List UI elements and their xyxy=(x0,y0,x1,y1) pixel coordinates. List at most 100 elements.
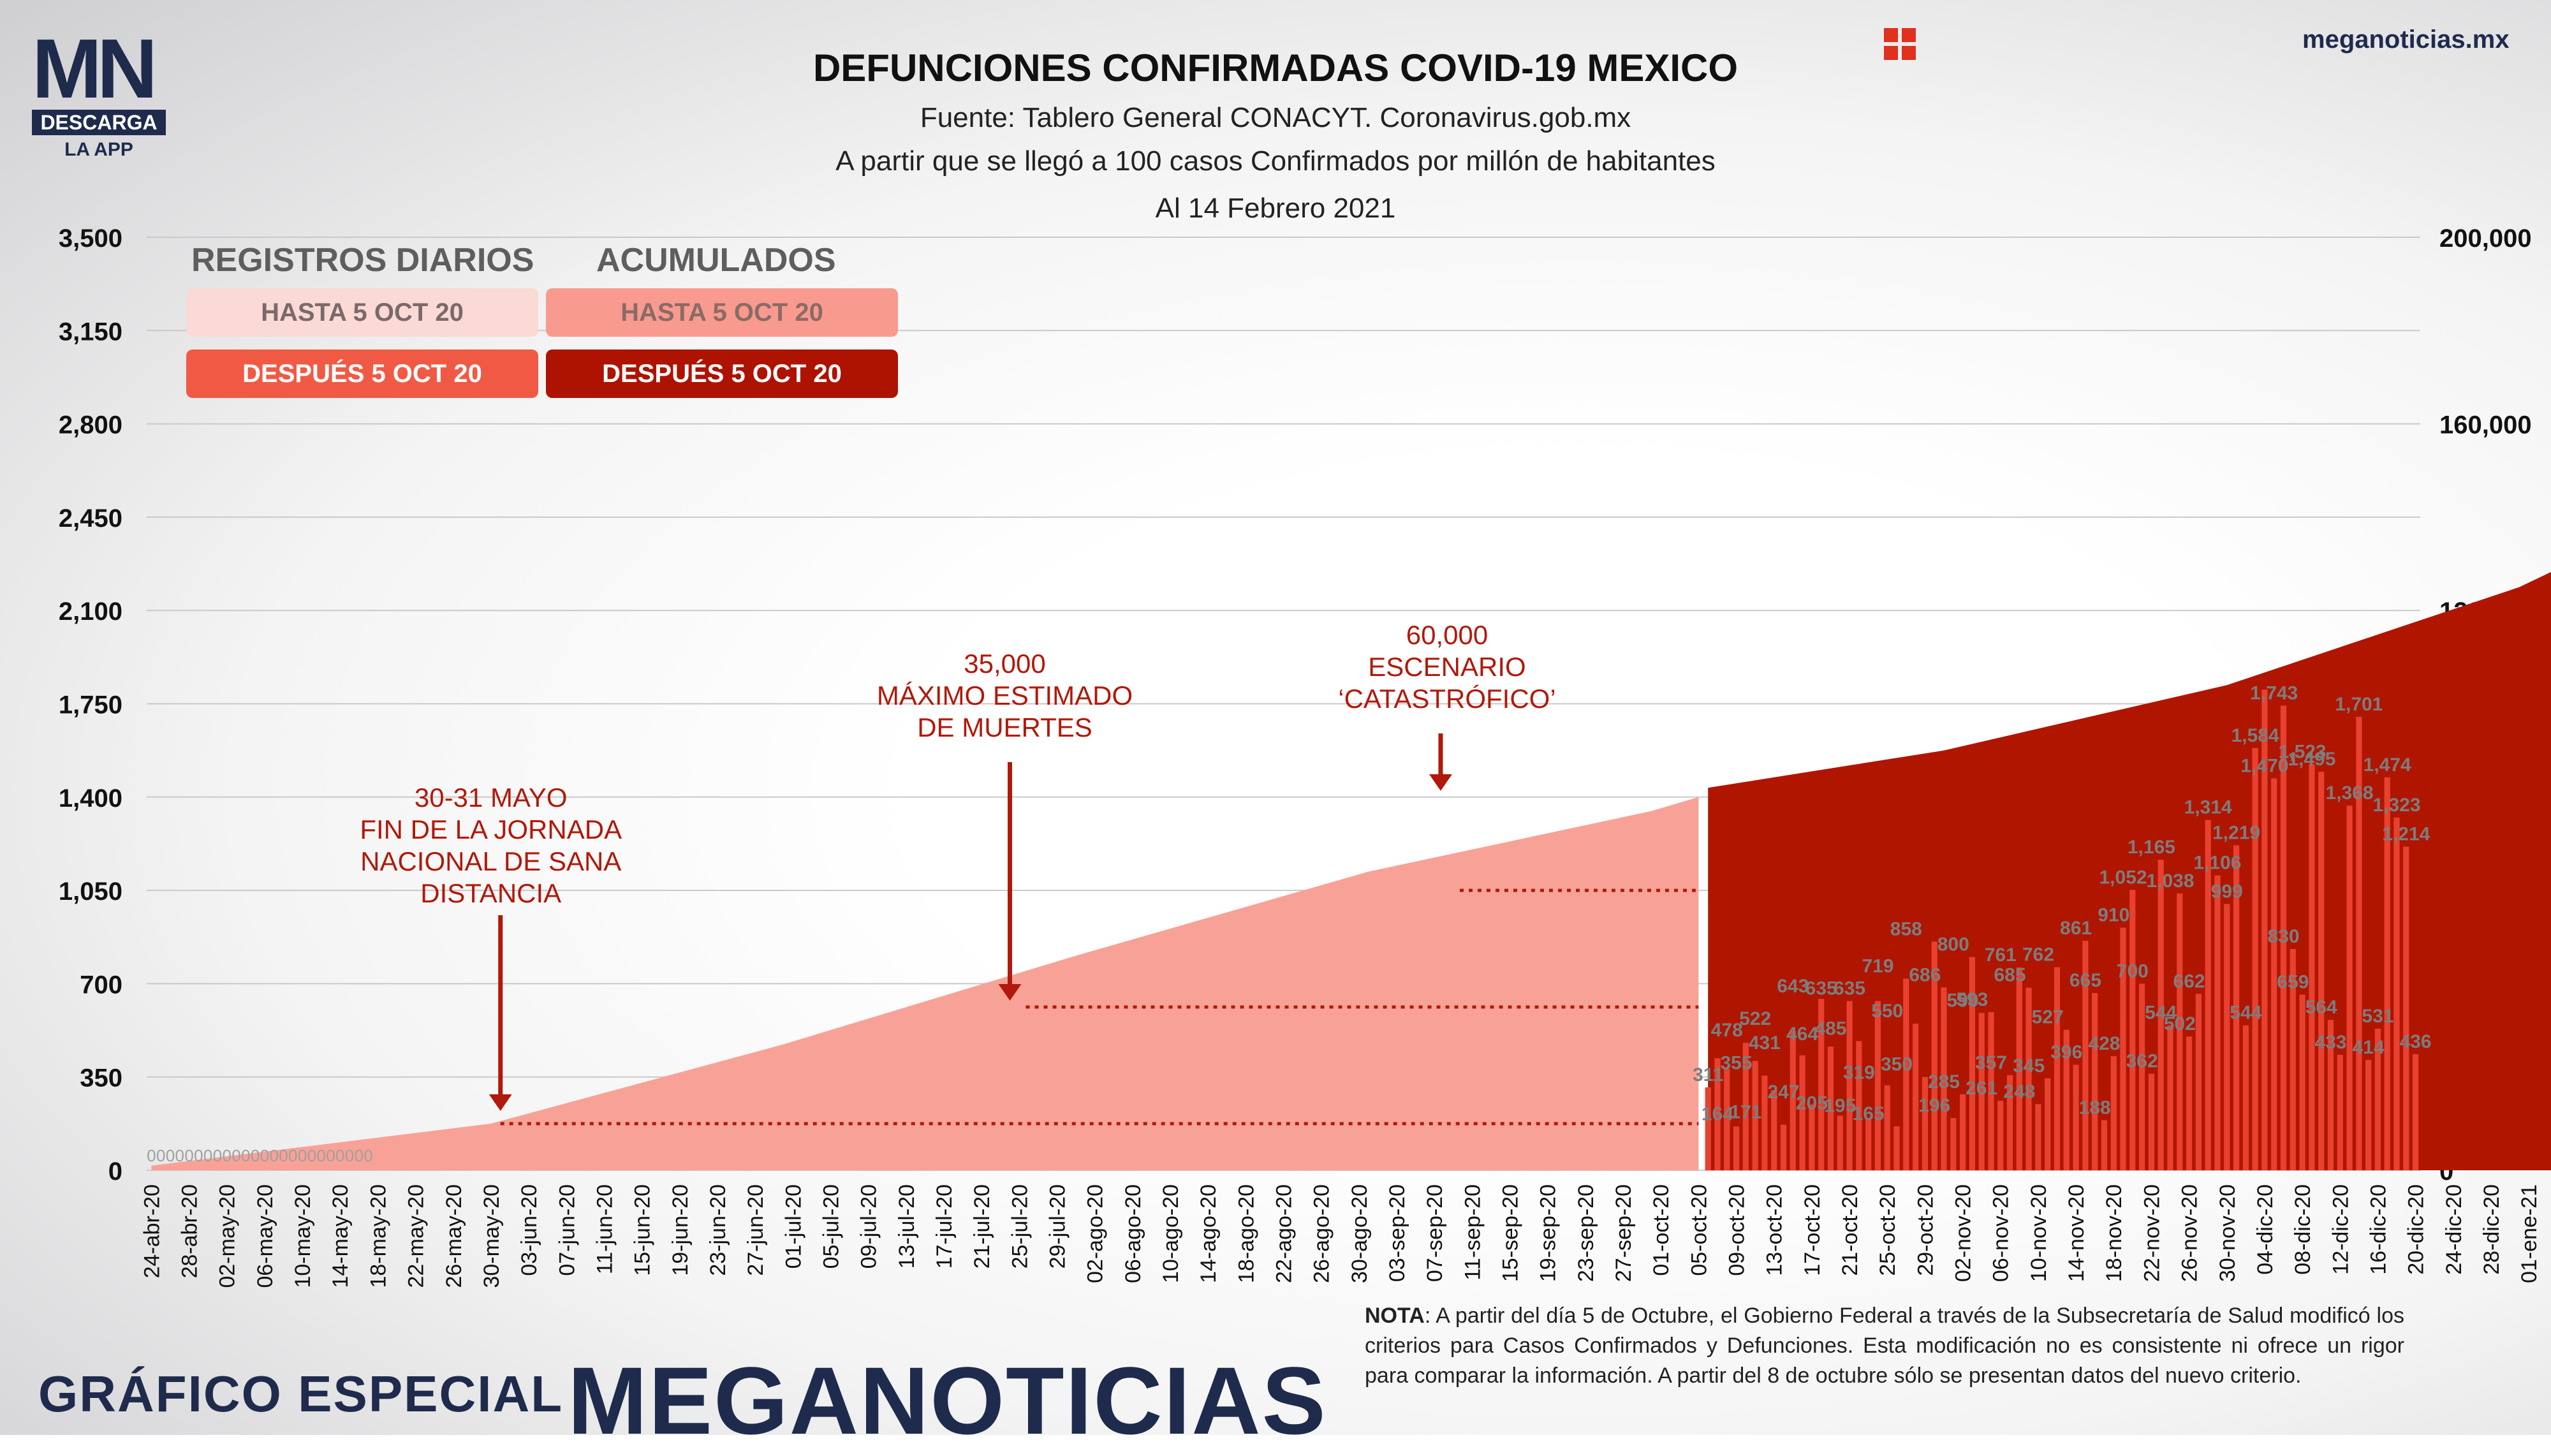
annotation-text: 30-31 MAYO xyxy=(415,783,568,813)
x-tick-label: 10-ago-20 xyxy=(1159,1184,1183,1283)
site-url[interactable]: meganoticias.mx xyxy=(2302,26,2510,54)
bar-after xyxy=(2224,904,2230,1170)
data-label: 319 xyxy=(1843,1063,1875,1084)
x-tick-label: 11-sep-20 xyxy=(1460,1184,1485,1281)
bar-after xyxy=(1913,1024,1919,1170)
x-tick-label: 17-jul-20 xyxy=(932,1184,957,1268)
data-label: 248 xyxy=(2003,1081,2035,1102)
data-label: 414 xyxy=(2353,1037,2385,1058)
data-label: 428 xyxy=(2088,1033,2120,1054)
bar-after xyxy=(1960,1094,1966,1170)
bar-after xyxy=(2261,689,2268,1170)
bar-after xyxy=(1799,1055,1805,1170)
bar-after xyxy=(1714,1058,1721,1170)
bar-after xyxy=(2242,1025,2249,1170)
x-tick-label: 25-jul-20 xyxy=(1008,1184,1032,1268)
annotation-text: NACIONAL DE SANA xyxy=(360,846,621,876)
data-label-zero: 0 xyxy=(232,1146,240,1165)
data-label: 1,470 xyxy=(2240,756,2288,777)
bar-after xyxy=(2129,890,2136,1170)
data-label-zero: 0 xyxy=(260,1146,269,1165)
data-label-zero: 0 xyxy=(166,1146,175,1165)
data-label: 1,214 xyxy=(2382,824,2430,845)
x-tick-label: 01-jul-20 xyxy=(781,1184,805,1268)
bar-after xyxy=(1837,1115,1843,1170)
footer-brand[interactable]: MEGANOTICIAS xyxy=(568,1347,1327,1454)
x-tick-label: 28-abr-20 xyxy=(178,1184,202,1278)
data-label: 522 xyxy=(1739,1008,1771,1029)
data-label: 1,523 xyxy=(2279,741,2327,762)
data-label: 205 xyxy=(1796,1092,1828,1114)
data-label: 830 xyxy=(2267,926,2299,947)
x-tick-label: 23-jun-20 xyxy=(706,1184,730,1276)
bar-after xyxy=(2186,1036,2193,1170)
annotation-text: DISTANCIA xyxy=(420,878,561,908)
y-tick-label: 1,050 xyxy=(59,878,122,906)
data-label-zero: 0 xyxy=(307,1146,316,1165)
x-tick-label: 21-jul-20 xyxy=(970,1184,994,1268)
legend-daily-after: DESPUÉS 5 OCT 20 xyxy=(186,349,538,398)
y-tick-label: 3,500 xyxy=(59,224,122,253)
bar-after xyxy=(1865,1118,1872,1170)
data-label-zero: 0 xyxy=(335,1146,344,1165)
bar-after xyxy=(2346,805,2353,1170)
data-label: 1,106 xyxy=(2193,853,2241,874)
bar-after xyxy=(2252,747,2258,1170)
data-label: 544 xyxy=(2230,1003,2261,1024)
bar-after xyxy=(2035,1104,2041,1170)
bar-after xyxy=(1705,1087,1711,1170)
x-tick-label: 26-nov-20 xyxy=(2178,1184,2202,1282)
x-tick-label: 24-dic-20 xyxy=(2442,1184,2466,1275)
bar-after xyxy=(2280,705,2287,1170)
bar-after xyxy=(1922,1077,1928,1170)
data-label: 362 xyxy=(2126,1051,2158,1072)
data-label-zero: 0 xyxy=(156,1146,165,1165)
data-label: 635 xyxy=(1834,978,1865,999)
bar-after xyxy=(1884,1085,1890,1170)
legend-cumulative-before: HASTA 5 OCT 20 xyxy=(546,288,898,337)
chart-subtitle-date: Al 14 Febrero 2021 xyxy=(1155,193,1396,224)
data-label: 1,495 xyxy=(2288,749,2335,770)
data-label-zero: 0 xyxy=(241,1146,250,1165)
data-label: 1,584 xyxy=(2231,725,2279,746)
data-label: 485 xyxy=(1814,1018,1846,1039)
note-label: NOTA xyxy=(1365,1304,1425,1328)
x-tick-label: 13-oct-20 xyxy=(1763,1184,1787,1276)
data-label-zero: 0 xyxy=(326,1146,335,1165)
data-label-zero: 0 xyxy=(355,1146,364,1165)
legend-daily-title: REGISTROS DIARIOS xyxy=(191,242,534,279)
x-tick-label: 04-dic-20 xyxy=(2253,1184,2277,1275)
data-label-zero: 0 xyxy=(345,1146,354,1165)
data-label: 350 xyxy=(1881,1054,1913,1075)
y-tick-label: 0 xyxy=(108,1158,122,1186)
x-tick-label: 28-dic-20 xyxy=(2480,1184,2504,1275)
data-label-zero: 0 xyxy=(269,1146,278,1165)
logo-download-label[interactable]: DESCARGA xyxy=(32,110,166,135)
data-label: 719 xyxy=(1862,955,1893,976)
x-tick-label: 10-may-20 xyxy=(291,1184,315,1288)
bar-after xyxy=(1809,1104,1815,1170)
bar-after xyxy=(2158,860,2164,1170)
data-label: 1,323 xyxy=(2372,795,2420,816)
x-tick-label: 10-nov-20 xyxy=(2027,1184,2051,1282)
x-tick-label: 22-may-20 xyxy=(404,1184,429,1288)
data-label: 247 xyxy=(1767,1082,1799,1103)
x-tick-label: 06-nov-20 xyxy=(1989,1184,2013,1282)
bar-after xyxy=(1903,978,1909,1170)
x-tick-label: 09-oct-20 xyxy=(1725,1184,1749,1276)
x-tick-label: 17-oct-20 xyxy=(1800,1184,1825,1276)
data-label-zero: 0 xyxy=(175,1146,184,1165)
y-tick-label: 2,800 xyxy=(59,411,122,439)
data-label: 164 xyxy=(1702,1103,1733,1124)
bar-after xyxy=(1742,1043,1749,1170)
data-label: 1,219 xyxy=(2212,822,2260,843)
x-tick-label: 30-may-20 xyxy=(480,1184,504,1288)
y-tick-label: 1,750 xyxy=(59,691,122,719)
data-label: 436 xyxy=(2400,1031,2432,1052)
annotation-text: 35,000 xyxy=(964,649,1045,679)
bar-after xyxy=(2148,1073,2154,1170)
data-label: 527 xyxy=(2032,1007,2064,1028)
x-tick-label: 02-ago-20 xyxy=(1084,1184,1108,1283)
data-label-zero: 0 xyxy=(147,1146,156,1165)
data-label-zero: 0 xyxy=(364,1146,372,1165)
